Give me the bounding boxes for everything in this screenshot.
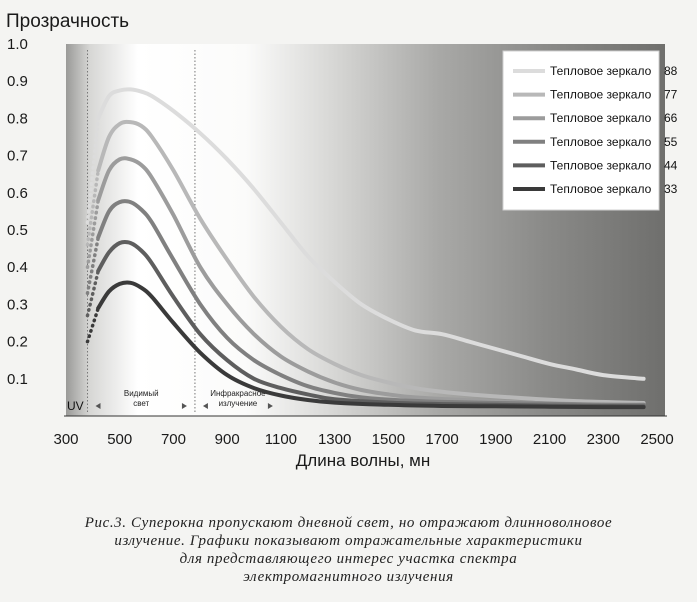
legend-label: Тепловое зеркало [550, 135, 652, 149]
legend-number: 66 [664, 111, 678, 125]
region-arrow-left [202, 403, 208, 409]
y-tick-label: 0.5 [7, 222, 28, 239]
series-line-77 [96, 119, 646, 405]
series-line-33 [96, 280, 646, 410]
region-label-uv: UV [67, 399, 84, 413]
legend-number: 33 [664, 182, 678, 196]
legend-label: Тепловое зеркало [550, 182, 652, 196]
legend-number: 88 [664, 64, 678, 78]
region-label: свет [133, 399, 149, 408]
x-tick-label: 1500 [372, 431, 405, 448]
y-tick-labels: 0.1 0.2 0.3 0.4 0.5 0.6 0.7 0.8 0.9 1.0 [7, 36, 28, 388]
region-arrow-right [181, 403, 187, 409]
y-tick-label: 0.2 [7, 334, 28, 351]
series-line-88 [96, 87, 646, 381]
x-tick-label: 2500 [640, 431, 673, 448]
x-tick-label: 300 [53, 431, 78, 448]
y-tick-label: 0.9 [7, 73, 28, 90]
series-lines [85, 87, 646, 410]
x-tick-label: 2100 [533, 431, 566, 448]
series-line-rise-77 [85, 168, 100, 247]
y-tick-label: 0.4 [7, 259, 28, 276]
series-line-rise-88 [85, 116, 100, 225]
x-tick-label: 900 [215, 431, 240, 448]
region-arrow-left [95, 403, 101, 409]
legend-label: Тепловое зеркало [550, 88, 652, 102]
x-tick-label: 1300 [318, 431, 351, 448]
y-tick-label: 1.0 [7, 36, 28, 53]
legend-box [502, 50, 660, 211]
legend-number: 55 [664, 135, 678, 149]
region-label: Видимый [124, 389, 159, 398]
region-label: Инфракрасное [210, 389, 266, 398]
y-tick-label: 0.3 [7, 296, 28, 313]
x-tick-label: 700 [161, 431, 186, 448]
region-arrow-right [267, 403, 273, 409]
series-line-rise-44 [85, 269, 100, 318]
y-tick-label: 0.8 [7, 110, 28, 127]
series-line-rise-33 [85, 306, 100, 344]
y-tick-label: 0.1 [7, 371, 28, 388]
legend-number: 44 [664, 158, 678, 172]
legend-label: Тепловое зеркало [550, 64, 652, 78]
x-tick-label: 1700 [425, 431, 458, 448]
series-line-rise-66 [85, 198, 100, 269]
caption-line: излучение. Графики показывают отражатель… [114, 533, 583, 549]
figure-caption: Рис.3. Суперокна пропускают дневной свет… [0, 514, 697, 586]
legend: Тепловое зеркало 88 Тепловое зеркало 77 Тепл… [502, 50, 678, 211]
region-dividers [86, 50, 196, 414]
caption-line: Рис.3. Суперокна пропускают дневной свет… [84, 515, 613, 531]
x-tick-label: 1900 [479, 431, 512, 448]
y-axis-title: Прозрачность [6, 11, 129, 32]
y-tick-label: 0.7 [7, 148, 28, 165]
series-line-rise-55 [85, 235, 100, 295]
caption-line: электромагнитного излучения [243, 569, 454, 585]
legend-label: Тепловое зеркало [550, 111, 652, 125]
x-axis-title: Длина волны, мн [296, 451, 430, 470]
series-line-66 [96, 156, 646, 407]
legend-number: 77 [664, 88, 678, 102]
x-tick-label: 2300 [587, 431, 620, 448]
caption-line: для представляющего интерес участка спек… [179, 551, 518, 567]
legend-label: Тепловое зеркало [550, 158, 652, 172]
x-tick-label: 500 [107, 431, 132, 448]
y-tick-label: 0.6 [7, 185, 28, 202]
x-tick-labels: 300 500 700 900 1100 1300 1500 1700 1900 2100 2300… [53, 431, 673, 448]
x-tick-label: 1100 [265, 431, 297, 448]
region-label: излучение [219, 399, 258, 408]
